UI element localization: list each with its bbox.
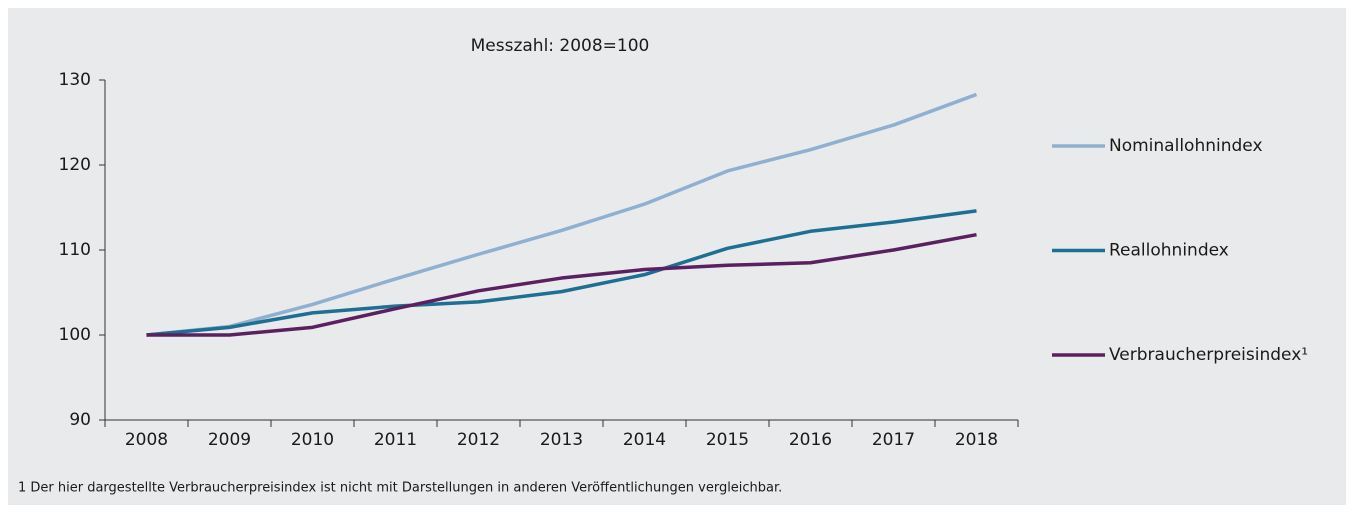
x-tick-label: 2017 bbox=[872, 430, 915, 450]
x-tick-label: 2009 bbox=[208, 430, 251, 450]
y-tick-label: 90 bbox=[69, 410, 91, 430]
background bbox=[8, 8, 1346, 505]
x-tick-label: 2010 bbox=[291, 430, 334, 450]
x-tick-label: 2013 bbox=[540, 430, 583, 450]
x-tick-label: 2015 bbox=[706, 430, 749, 450]
x-tick-label: 2012 bbox=[457, 430, 500, 450]
legend-label: Nominallohnindex bbox=[1109, 136, 1263, 156]
y-tick-label: 130 bbox=[59, 70, 91, 90]
y-tick-label: 110 bbox=[59, 240, 91, 260]
x-tick-label: 2016 bbox=[789, 430, 832, 450]
footnote: 1 Der hier dargestellte Verbraucherpreis… bbox=[18, 481, 782, 496]
series-line bbox=[146, 232, 977, 337]
x-tick-label: 2014 bbox=[623, 430, 666, 450]
legend-label: Verbraucherpreisindex¹ bbox=[1109, 345, 1308, 365]
x-tick-label: 2018 bbox=[955, 430, 998, 450]
x-tick-label: 2011 bbox=[374, 430, 417, 450]
legend-label: Reallohnindex bbox=[1109, 241, 1229, 261]
series-line bbox=[146, 209, 977, 337]
y-tick-label: 100 bbox=[59, 325, 91, 345]
chart-title: Messzahl: 2008=100 bbox=[471, 36, 650, 56]
y-tick-label: 120 bbox=[59, 155, 91, 175]
series-line bbox=[146, 92, 978, 337]
x-tick-label: 2008 bbox=[125, 430, 168, 450]
